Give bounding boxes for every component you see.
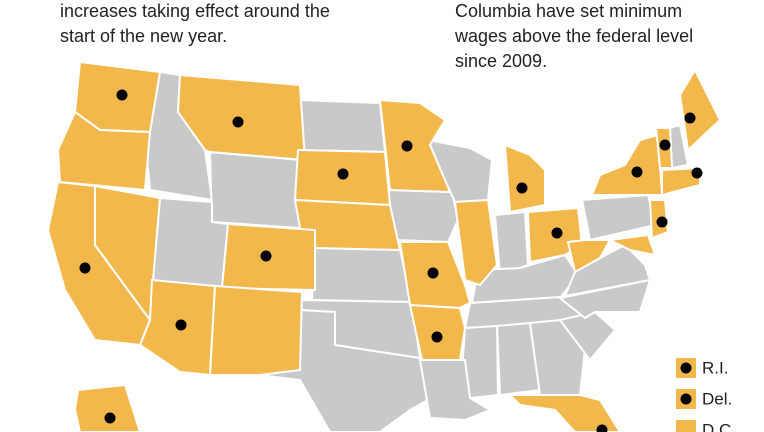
note-line: since 2009. [455, 51, 547, 71]
state [296, 98, 387, 154]
dot [656, 216, 668, 228]
state [208, 150, 301, 230]
state [661, 166, 701, 197]
legend-dot [680, 362, 692, 374]
states [46, 60, 722, 432]
dot [337, 168, 349, 180]
note-line: wages above the federal level [454, 26, 693, 46]
state [606, 233, 657, 257]
state [580, 193, 657, 242]
state [507, 394, 622, 432]
dot [551, 227, 563, 239]
state [386, 188, 460, 244]
state [56, 110, 152, 192]
state [503, 143, 546, 214]
state [310, 246, 414, 304]
dot [516, 182, 528, 194]
dot [659, 139, 671, 151]
note-line: Columbia have set minimum [455, 1, 682, 21]
state [493, 210, 530, 277]
dot [104, 412, 116, 424]
dot [684, 112, 696, 124]
state [73, 383, 142, 432]
state [418, 359, 493, 422]
legend-label: D.C. [702, 420, 736, 432]
state [208, 284, 304, 376]
dot [427, 267, 439, 279]
legend-swatch [676, 420, 696, 432]
dot [260, 250, 272, 262]
dot [79, 262, 91, 274]
dot [631, 166, 643, 178]
intro-line: increases taking effect around the [60, 1, 330, 21]
state [678, 67, 722, 153]
state [590, 133, 664, 196]
intro-line: start of the new year. [60, 26, 227, 46]
dot [431, 331, 443, 343]
state [528, 318, 587, 396]
dot [116, 89, 128, 101]
state [176, 73, 307, 162]
dot [596, 424, 608, 432]
dots [79, 89, 703, 432]
legend-label: R.I. [702, 358, 728, 377]
state [566, 239, 612, 274]
state [378, 98, 452, 194]
legend: R.I. Del. D.C. [676, 358, 736, 432]
state [453, 198, 499, 287]
legend-label: Del. [702, 389, 732, 408]
dot [232, 116, 244, 128]
dot [691, 167, 703, 179]
dot [401, 140, 413, 152]
legend-dot [680, 393, 692, 405]
state [293, 198, 402, 252]
dot [175, 319, 187, 331]
